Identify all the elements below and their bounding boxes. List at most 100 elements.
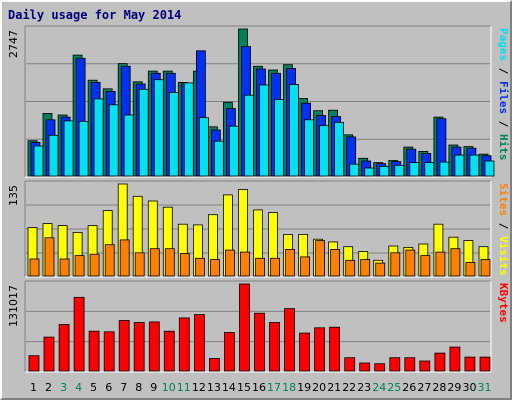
bar-kbytes-day-29	[449, 346, 461, 372]
bar-pages-day-22	[349, 163, 360, 177]
bar-kbytes-day-11	[178, 317, 190, 372]
bar-sites-day-19	[300, 256, 311, 277]
x-tick-day-13: 13	[207, 381, 221, 394]
bar-sites-day-2	[44, 237, 55, 277]
legend-separator: /	[497, 216, 510, 236]
bar-kbytes-day-23	[359, 362, 371, 372]
bar-sites-day-29	[450, 248, 461, 277]
bar-pages-day-21	[334, 122, 345, 177]
x-tick-day-22: 22	[342, 381, 356, 394]
bar-sites-day-9	[149, 248, 160, 277]
legend-sites: Sites	[497, 183, 510, 216]
bar-pages-day-18	[289, 84, 299, 177]
legend-visits: Visits	[497, 236, 510, 276]
bar-sites-day-26	[405, 249, 416, 277]
x-axis-ticks: 1 2 3 4 5 6 7 8 9 10 11 12 13 14 15 16 17 18 19 20 21 22 23 24 2…	[30, 381, 492, 394]
bar-kbytes-day-31	[479, 356, 491, 372]
bar-sites-day-5	[89, 253, 100, 277]
bar-kbytes-day-19	[299, 332, 311, 372]
x-tick-day-5: 5	[90, 381, 97, 394]
bar-sites-day-12	[194, 257, 205, 277]
x-tick-day-26: 26	[402, 381, 416, 394]
x-tick-day-23: 23	[357, 381, 371, 394]
x-tick-day-16: 16	[252, 381, 266, 394]
bar-kbytes-day-13	[208, 357, 220, 372]
bar-sites-day-23	[360, 259, 371, 277]
x-tick-day-3: 3	[60, 381, 67, 394]
bar-sites-day-15	[240, 251, 250, 277]
x-tick-day-28: 28	[432, 381, 446, 394]
chart-title: Daily usage for May 2014	[8, 8, 181, 22]
legend-files: Files	[497, 81, 510, 114]
legend-hits: Hits	[497, 134, 510, 161]
bar-kbytes-day-22	[344, 357, 356, 372]
x-tick-day-9: 9	[150, 381, 157, 394]
bar-pages-day-31	[484, 160, 495, 177]
bar-pages-day-5	[93, 98, 104, 177]
legend-pages: Pages	[497, 28, 510, 61]
bar-pages-day-7	[123, 114, 134, 177]
x-tick-day-19: 19	[297, 381, 311, 394]
x-tick-day-8: 8	[135, 381, 142, 394]
bar-sites-day-28	[435, 251, 446, 277]
bar-pages-day-4	[78, 121, 89, 177]
bar-pages-day-25	[394, 164, 405, 177]
bar-sites-day-4	[74, 255, 85, 277]
legends: Pages / Files / Hits Sites / Visits KBytes	[497, 28, 510, 323]
bar-pages-day-26	[409, 162, 420, 177]
scale-labels: 2747 135 131017	[7, 30, 20, 327]
bar-sites-day-30	[465, 261, 476, 277]
bar-sites-day-17	[270, 257, 280, 277]
bar-pages-day-16	[259, 84, 269, 177]
bar-kbytes-day-17	[269, 322, 280, 372]
panel-visits-sites	[24, 180, 492, 278]
bar-sites-day-11	[179, 253, 190, 277]
bar-kbytes-day-2	[43, 336, 55, 372]
scale-label: 2747	[7, 30, 20, 58]
bar-pages-day-30	[469, 154, 480, 177]
legend-kbytes: KBytes	[497, 283, 510, 323]
bar-kbytes-day-6	[103, 331, 115, 372]
bar-kbytes-day-27	[419, 360, 431, 372]
bar-sites-day-25	[390, 252, 401, 277]
bar-kbytes-day-28	[434, 352, 446, 372]
bar-sites-day-7	[119, 239, 130, 277]
scale-label: 135	[7, 185, 20, 206]
bar-pages-day-6	[108, 104, 119, 177]
bar-kbytes-day-26	[404, 357, 416, 372]
x-tick-day-25: 25	[387, 381, 401, 394]
x-tick-day-18: 18	[282, 381, 296, 394]
x-tick-day-12: 12	[192, 381, 206, 394]
legend-0: Pages / Files / Hits	[497, 28, 510, 161]
bar-sites-day-10	[164, 248, 175, 277]
bar-pages-day-28	[439, 161, 450, 177]
x-tick-day-17: 17	[267, 381, 281, 394]
x-tick-day-29: 29	[447, 381, 461, 394]
bar-kbytes-day-30	[464, 356, 476, 372]
panel-hits-files-pages	[24, 25, 495, 178]
bar-sites-day-13	[209, 259, 220, 277]
bar-sites-day-16	[255, 257, 265, 277]
bar-kbytes-day-12	[193, 314, 205, 372]
bar-kbytes-day-1	[28, 355, 40, 372]
legend-1: Sites / Visits	[497, 183, 510, 276]
bar-pages-day-24	[379, 165, 390, 177]
legend-separator: /	[497, 61, 510, 81]
bar-sites-day-3	[59, 258, 70, 277]
panel-kbytes	[24, 280, 492, 373]
bar-kbytes-day-21	[329, 326, 341, 372]
x-tick-day-31: 31	[478, 381, 492, 394]
bar-pages-day-29	[454, 154, 465, 177]
bar-pages-day-15	[244, 94, 254, 177]
bar-kbytes-day-3	[58, 324, 70, 372]
bar-kbytes-day-16	[254, 312, 265, 372]
bar-sites-day-27	[420, 255, 431, 277]
bar-kbytes-day-14	[223, 332, 235, 372]
x-tick-day-20: 20	[312, 381, 326, 394]
bar-sites-day-22	[345, 259, 356, 277]
scale-label: 131017	[7, 285, 20, 327]
x-tick-day-2: 2	[45, 381, 52, 394]
x-tick-day-24: 24	[372, 381, 386, 394]
bar-sites-day-8	[134, 252, 145, 277]
